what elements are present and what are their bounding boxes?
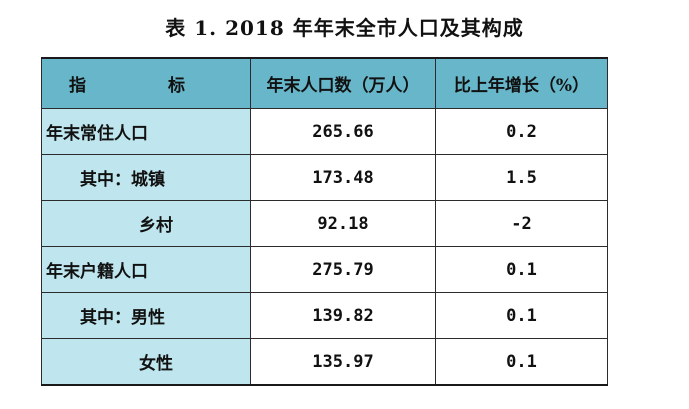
- row-label: 其中：城镇: [41, 154, 251, 201]
- row-population: 265.66: [250, 108, 436, 155]
- table-row: 年末户籍人口 275.79 0.1: [41, 246, 608, 293]
- row-growth: 0.1: [435, 338, 608, 386]
- row-population: 139.82: [250, 292, 436, 339]
- row-population: 275.79: [250, 246, 436, 293]
- row-label: 年末户籍人口: [41, 246, 251, 293]
- header-growth: 比上年增长（%）: [435, 57, 608, 109]
- row-growth: 1.5: [435, 154, 608, 201]
- table-row: 其中：城镇 173.48 1.5: [41, 154, 608, 201]
- table-row: 年末常住人口 265.66 0.2: [41, 108, 608, 155]
- row-growth: 0.1: [435, 292, 608, 339]
- row-growth: -2: [435, 200, 608, 247]
- table-header-row: 指 标 年末人口数（万人） 比上年增长（%）: [41, 57, 608, 109]
- row-label: 其中：男性: [41, 292, 251, 339]
- row-population: 135.97: [250, 338, 436, 386]
- row-label: 女性: [41, 338, 251, 386]
- table-row: 女性 135.97 0.1: [41, 338, 608, 386]
- table-row: 其中：男性 139.82 0.1: [41, 292, 608, 339]
- table-row: 乡村 92.18 -2: [41, 200, 608, 247]
- row-growth: 0.2: [435, 108, 608, 155]
- row-growth: 0.1: [435, 246, 608, 293]
- table-title: 表 1. 2018 年年末全市人口及其构成: [165, 16, 524, 40]
- row-population: 92.18: [250, 200, 436, 247]
- population-table: 指 标 年末人口数（万人） 比上年增长（%） 年末常住人口 265.66 0.2…: [41, 57, 608, 386]
- row-label: 乡村: [41, 200, 251, 247]
- header-indicator: 指 标: [41, 57, 251, 109]
- row-population: 173.48: [250, 154, 436, 201]
- row-label: 年末常住人口: [41, 108, 251, 155]
- header-population: 年末人口数（万人）: [250, 57, 436, 109]
